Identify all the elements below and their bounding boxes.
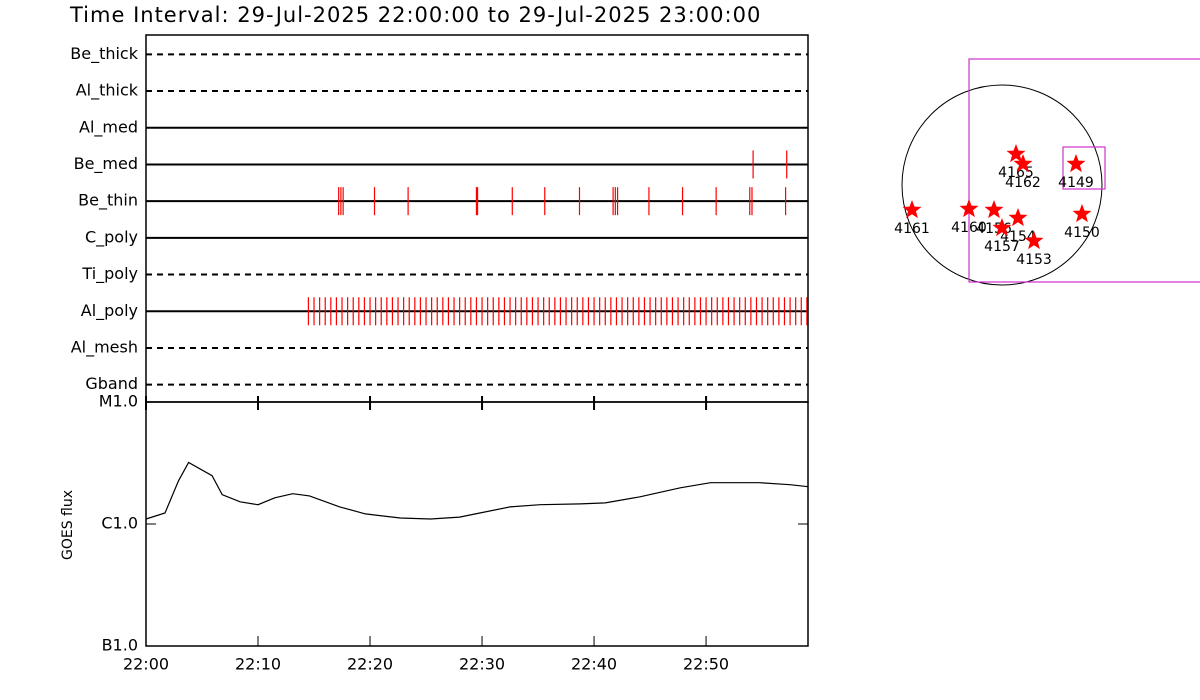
x-tick-label: 22:50 — [683, 655, 729, 674]
y-tick-label: B1.0 — [102, 636, 138, 655]
region-star — [1013, 154, 1033, 173]
row-label: Al_med — [79, 117, 138, 137]
region-star — [984, 200, 1004, 219]
row-label: Gband — [85, 374, 138, 393]
goes-curve — [145, 461, 809, 520]
x-tick-label: 22:00 — [123, 655, 169, 674]
region-star — [1066, 154, 1086, 173]
region-star — [992, 218, 1012, 237]
region-label: 4157 — [984, 239, 1020, 255]
row-label: Ti_poly — [81, 264, 138, 284]
region-label: 4150 — [1064, 225, 1100, 241]
region-label: 4154 — [1000, 229, 1036, 245]
fov-box — [968, 58, 1200, 283]
region-star — [1024, 231, 1044, 250]
y-tick-label: M1.0 — [99, 392, 138, 411]
row-label: Be_med — [74, 154, 138, 174]
region-label: 4160 — [951, 220, 987, 236]
solar-disk — [901, 84, 1103, 286]
x-tick-label: 22:30 — [459, 655, 505, 674]
region-label: 4149 — [1058, 175, 1094, 191]
region-star — [959, 199, 979, 218]
region-star — [1008, 208, 1028, 227]
region-label: 4162 — [1005, 175, 1041, 191]
x-tick-label: 22:40 — [571, 655, 617, 674]
row-label: Al_poly — [81, 301, 138, 321]
region-label: 4161 — [894, 221, 930, 237]
row-label: C_poly — [85, 227, 138, 247]
x-tick-label: 22:10 — [235, 655, 281, 674]
row-label: Be_thin — [78, 191, 138, 211]
row-label: Al_thick — [76, 81, 139, 101]
region-star — [902, 200, 922, 219]
region-star — [1072, 204, 1092, 223]
y-axis-label: GOES flux — [60, 490, 76, 560]
y-tick-label: C1.0 — [101, 514, 138, 533]
fov-box-small — [1062, 146, 1106, 190]
title: Time Interval: 29-Jul-2025 22:00:00 to 2… — [69, 3, 761, 27]
region-star — [1006, 144, 1026, 163]
x-tick-label: 22:20 — [347, 655, 393, 674]
row-label: Be_thick — [70, 44, 138, 64]
region-label: 4153 — [1016, 252, 1052, 268]
goes-panel-frame — [145, 401, 809, 647]
row-label: Al_mesh — [71, 337, 138, 357]
